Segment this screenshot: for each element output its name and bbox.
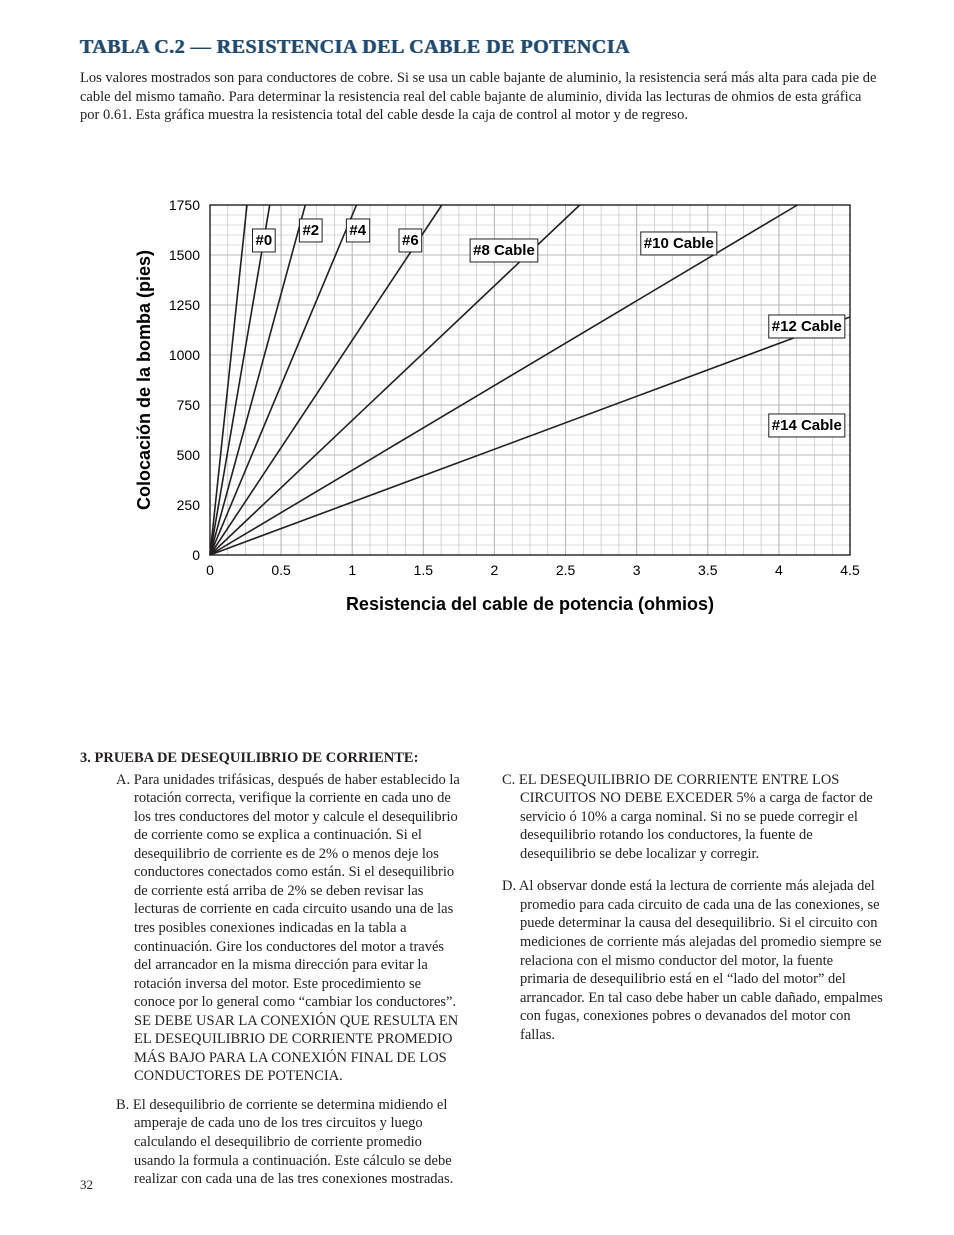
- item-b: B. El desequilibrio de corriente se dete…: [80, 1096, 462, 1189]
- svg-text:3.5: 3.5: [698, 562, 718, 578]
- svg-text:#6: #6: [402, 232, 419, 249]
- svg-text:0.5: 0.5: [271, 562, 291, 578]
- svg-text:1.5: 1.5: [414, 562, 434, 578]
- resistance-chart: #0 #2 #4 #6 #8 Cable #10 Cable #12 Cable #14 Ca…: [110, 195, 884, 630]
- item-c: C. EL DESEQUILIBRIO DE CORRIENTE ENTRE L…: [502, 771, 884, 864]
- svg-text:#2: #2: [302, 222, 319, 239]
- svg-text:#10 Cable: #10 Cable: [644, 235, 714, 252]
- svg-text:0: 0: [192, 547, 200, 563]
- svg-text:750: 750: [177, 397, 201, 413]
- item-d: D. Al observar donde está la lectura de …: [502, 877, 884, 1044]
- svg-text:#0: #0: [256, 232, 273, 249]
- svg-text:Resistencia del cable de poten: Resistencia del cable de potencia (ohmio…: [346, 594, 714, 614]
- svg-text:4: 4: [775, 562, 783, 578]
- svg-text:2.5: 2.5: [556, 562, 576, 578]
- svg-text:500: 500: [177, 447, 201, 463]
- svg-text:2: 2: [491, 562, 499, 578]
- section-3: 3. PRUEBA DE DESEQUILIBRIO DE CORRIENTE:…: [80, 750, 884, 1203]
- intro-paragraph: Los valores mostrados son para conductor…: [80, 69, 884, 125]
- svg-text:0: 0: [206, 562, 214, 578]
- svg-text:1000: 1000: [169, 347, 200, 363]
- svg-text:1750: 1750: [169, 197, 200, 213]
- page-title: TABLA C.2 — RESISTENCIA DEL CABLE DE POT…: [80, 36, 884, 59]
- svg-text:#14 Cable: #14 Cable: [772, 417, 842, 434]
- svg-text:1: 1: [348, 562, 356, 578]
- svg-text:1500: 1500: [169, 247, 200, 263]
- svg-text:#4: #4: [349, 222, 366, 239]
- svg-text:1250: 1250: [169, 297, 200, 313]
- item-a: A. Para unidades trifásicas, después de …: [80, 771, 462, 1086]
- right-column: C. EL DESEQUILIBRIO DE CORRIENTE ENTRE L…: [502, 771, 884, 1203]
- svg-text:Colocación de la bomba (pies): Colocación de la bomba (pies): [134, 250, 154, 510]
- svg-text:4.5: 4.5: [840, 562, 860, 578]
- page-number: 32: [80, 1177, 93, 1193]
- svg-text:250: 250: [177, 497, 201, 513]
- section-3-heading: 3. PRUEBA DE DESEQUILIBRIO DE CORRIENTE:: [80, 750, 884, 767]
- svg-text:#8 Cable: #8 Cable: [473, 242, 535, 259]
- svg-text:#12 Cable: #12 Cable: [772, 318, 842, 335]
- svg-text:3: 3: [633, 562, 641, 578]
- chart-svg: #0 #2 #4 #6 #8 Cable #10 Cable #12 Cable #14 Ca…: [110, 195, 870, 625]
- left-column: A. Para unidades trifásicas, después de …: [80, 771, 462, 1203]
